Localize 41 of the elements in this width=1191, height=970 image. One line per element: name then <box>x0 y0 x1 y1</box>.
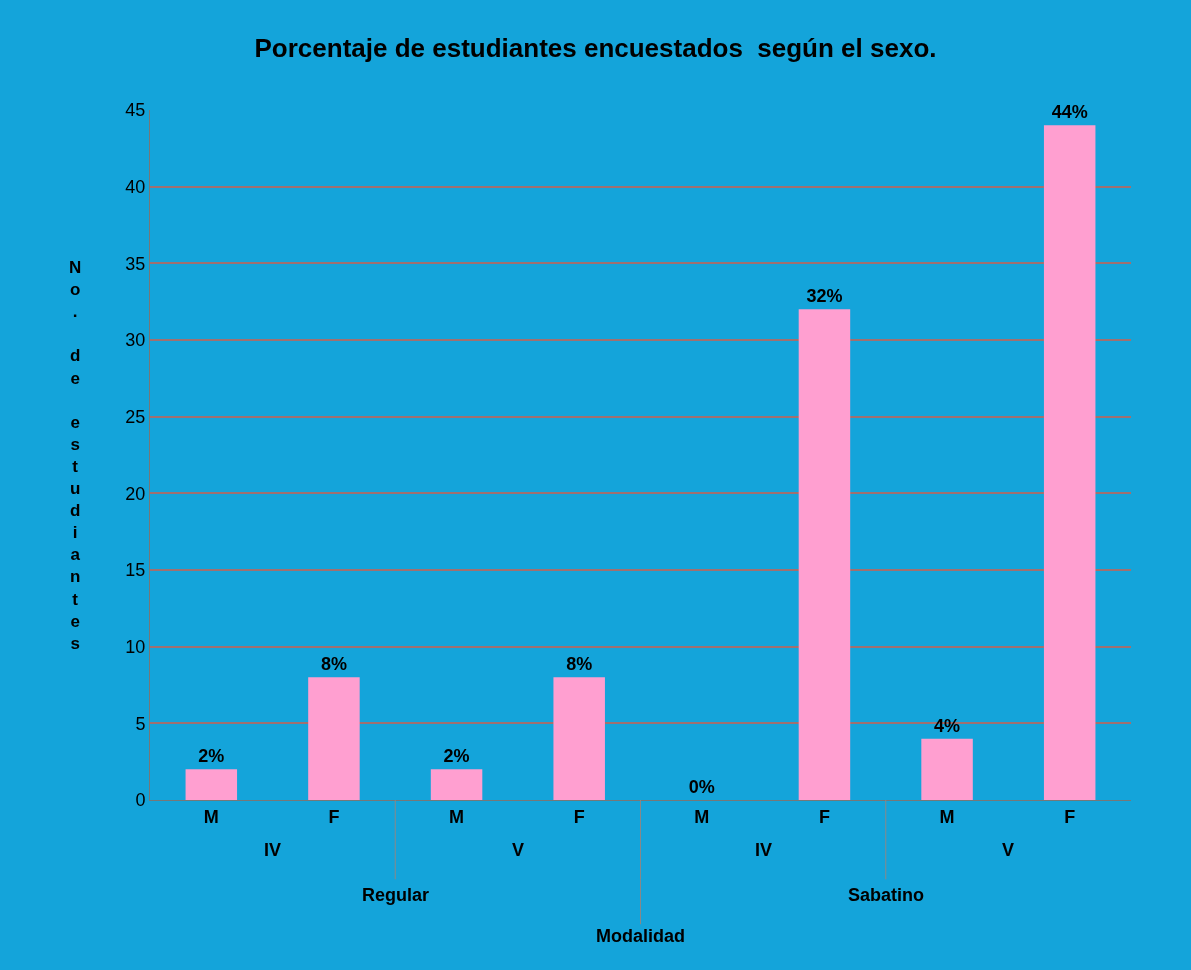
bar <box>430 769 483 800</box>
data-label: 8% <box>320 654 347 675</box>
data-label: 2% <box>198 746 225 767</box>
y-tick-label: 30 <box>125 330 146 351</box>
y-tick-label: 20 <box>125 483 146 504</box>
x-tick-label: F <box>818 806 830 827</box>
data-label: 2% <box>443 746 470 767</box>
y-tick-label: 10 <box>125 636 146 657</box>
bar <box>798 309 851 800</box>
data-label: 8% <box>566 654 593 675</box>
bar <box>921 738 973 800</box>
bar <box>1043 125 1096 800</box>
bar <box>185 769 238 800</box>
x-tick-label: M <box>939 806 955 827</box>
text: V <box>512 840 525 860</box>
x-tick-label: M <box>203 806 219 827</box>
y-tick-label: 0 <box>135 790 146 811</box>
x-tick-label: M <box>449 806 465 827</box>
y-tick-label: 5 <box>135 713 146 734</box>
bar <box>553 677 605 800</box>
x-tick-label: F <box>1064 806 1076 827</box>
text: V <box>1002 840 1015 860</box>
data-label: 0% <box>688 777 715 797</box>
text: IV <box>264 840 282 860</box>
text: Modalidad <box>596 926 685 946</box>
text: IV <box>755 840 773 860</box>
chart-title: Porcentaje de estudiantes encuestados según el sexo. <box>254 33 937 63</box>
text: Sabatino <box>848 885 925 905</box>
x-tick-label: M <box>694 806 710 827</box>
text: Regular <box>362 885 430 905</box>
y-tick-label: 35 <box>125 253 146 274</box>
y-tick-label: 40 <box>125 176 146 197</box>
x-tick-label: F <box>328 806 340 827</box>
y-tick-label: 15 <box>125 560 146 581</box>
bar <box>308 677 360 800</box>
y-tick-label: 45 <box>125 100 146 121</box>
data-label: 44% <box>1051 102 1088 123</box>
data-label: 32% <box>806 286 843 307</box>
text: No. de estudiantes <box>69 258 82 653</box>
y-tick-label: 25 <box>125 406 146 427</box>
x-tick-label: F <box>573 806 585 827</box>
